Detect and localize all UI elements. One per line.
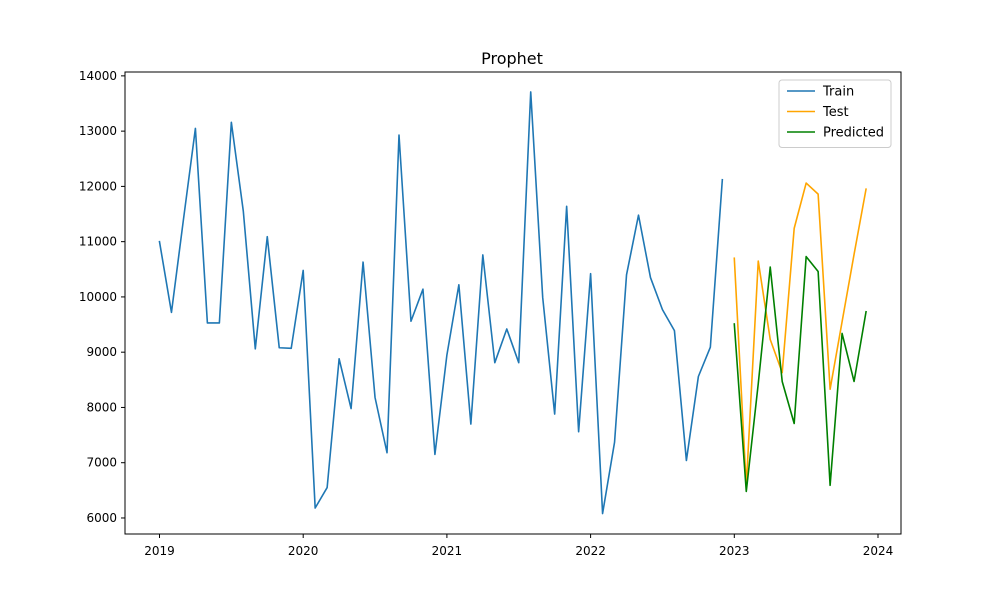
x-tick-label: 2024	[863, 544, 894, 558]
legend-box	[778, 79, 892, 148]
series-line-test	[733, 182, 867, 487]
x-axis-ticks: 2019 2020 2021 2022 2023 2024	[144, 534, 893, 558]
legend-label-predicted: Predicted	[823, 126, 884, 141]
legend-label-test: Test	[822, 105, 849, 120]
y-tick-label: 13000	[79, 124, 117, 138]
x-tick-label: 2023	[719, 544, 750, 558]
y-tick-label: 9000	[86, 345, 117, 359]
y-tick-label: 12000	[79, 179, 117, 193]
legend: Train Test Predicted	[778, 79, 892, 148]
x-tick-label: 2020	[288, 544, 319, 558]
x-tick-label: 2021	[432, 544, 463, 558]
y-tick-label: 11000	[79, 235, 117, 249]
y-tick-label: 6000	[86, 511, 117, 525]
y-tick-label: 14000	[79, 69, 117, 83]
y-tick-label: 7000	[86, 456, 117, 470]
series-line-predicted	[733, 255, 867, 493]
series-layer	[158, 91, 867, 515]
series-line-train	[158, 91, 724, 515]
legend-label-train: Train	[822, 85, 854, 100]
chart-title: Prophet	[481, 49, 543, 68]
y-axis-ticks: 6000 7000 8000 9000 10000 11000 12000 13000 1400…	[79, 69, 125, 525]
y-tick-label: 8000	[86, 400, 117, 414]
plot-frame	[124, 71, 902, 535]
x-tick-label: 2022	[575, 544, 606, 558]
y-tick-label: 10000	[79, 290, 117, 304]
x-tick-label: 2019	[144, 544, 175, 558]
